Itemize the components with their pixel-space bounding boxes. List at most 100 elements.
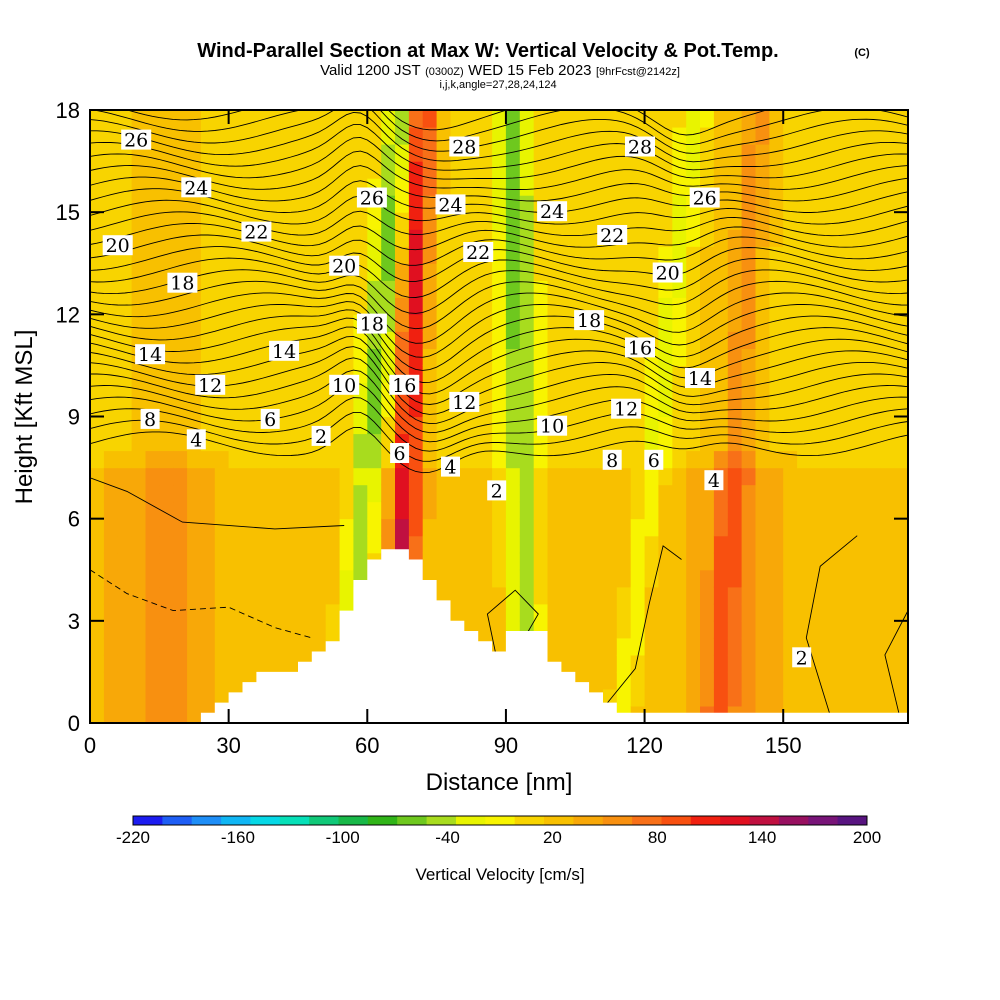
velocity-cell	[464, 263, 479, 281]
velocity-cell	[256, 348, 271, 366]
theta-contour	[90, 477, 345, 530]
velocity-cell	[103, 654, 119, 673]
velocity-cell	[894, 382, 908, 400]
velocity-cell	[519, 450, 535, 469]
velocity-cell	[242, 484, 257, 503]
velocity-cell	[797, 433, 812, 452]
velocity-cell	[284, 552, 299, 571]
velocity-cell	[894, 365, 908, 383]
contour-label: 4	[704, 470, 724, 492]
chart-title: Wind-Parallel Section at Max W: Vertical…	[197, 40, 778, 62]
colorbar-segment	[749, 816, 780, 825]
velocity-cell	[145, 688, 160, 707]
velocity-cell	[783, 603, 798, 622]
velocity-cell	[547, 331, 562, 349]
velocity-cell	[561, 569, 576, 588]
velocity-cell	[353, 110, 368, 128]
theta-contour	[90, 110, 908, 154]
velocity-cell	[519, 382, 535, 400]
velocity-cell	[589, 586, 604, 605]
velocity-cell	[131, 535, 147, 554]
contour-label-text: 14	[688, 368, 712, 390]
velocity-cell	[256, 280, 271, 298]
velocity-cell	[505, 297, 521, 315]
velocity-cell	[381, 501, 396, 520]
velocity-cell	[353, 212, 368, 230]
velocity-cell	[103, 161, 119, 179]
velocity-cell	[117, 552, 133, 571]
velocity-cell	[228, 280, 244, 298]
velocity-cell	[894, 314, 908, 332]
contour-label: 22	[463, 242, 494, 264]
velocity-cell	[145, 433, 160, 452]
velocity-cell	[755, 178, 770, 196]
velocity-cell	[700, 637, 715, 656]
velocity-cell	[478, 110, 493, 128]
velocity-cell	[311, 399, 327, 418]
velocity-cell	[727, 229, 743, 247]
velocity-cell	[852, 586, 867, 605]
velocity-cell	[214, 518, 230, 537]
velocity-cell	[228, 552, 244, 571]
velocity-cell	[686, 331, 701, 349]
velocity-cell	[533, 501, 549, 520]
velocity-cell	[852, 348, 867, 366]
velocity-cell	[810, 603, 826, 622]
velocity-cell	[159, 603, 174, 622]
colorbar-segment	[397, 816, 428, 825]
contour-label-text: 8	[606, 450, 618, 472]
velocity-cell	[700, 433, 715, 452]
contour-label-box	[574, 310, 605, 331]
velocity-cell	[214, 280, 230, 298]
velocity-cell	[797, 399, 812, 418]
velocity-cell	[630, 484, 646, 503]
contour-label: 18	[167, 272, 198, 295]
velocity-cell	[339, 552, 355, 571]
velocity-cell	[630, 195, 646, 213]
velocity-cell	[658, 195, 673, 213]
velocity-cell	[187, 637, 202, 656]
x-axis-ticks: 0 30 60 90 120 150	[84, 110, 802, 758]
velocity-cell	[783, 127, 798, 145]
colorbar-ticks: -220 -160 -100 -40 20 80 140 200	[116, 828, 881, 847]
colorbar-segment	[808, 816, 839, 825]
velocity-cell	[367, 484, 382, 503]
velocity-cell	[256, 535, 271, 554]
velocity-cell	[214, 246, 230, 264]
velocity-cell	[325, 586, 341, 605]
velocity-cell	[797, 127, 812, 145]
velocity-cell	[658, 535, 673, 554]
velocity-cell	[187, 586, 202, 605]
velocity-cell	[90, 212, 105, 230]
velocity-cell	[727, 671, 743, 690]
theta-contour	[90, 269, 908, 314]
velocity-cell	[783, 501, 798, 520]
velocity-cell	[824, 399, 840, 418]
velocity-cell	[395, 178, 410, 196]
velocity-cell	[894, 620, 908, 639]
velocity-cell	[214, 671, 230, 690]
velocity-cell	[880, 569, 895, 588]
velocity-cell	[117, 433, 133, 452]
velocity-cell	[755, 450, 770, 469]
velocity-cell	[422, 280, 438, 298]
contour-label-box	[311, 425, 331, 446]
velocity-cell	[270, 501, 285, 520]
velocity-cell	[561, 229, 576, 247]
copyright-mark: (C)	[854, 47, 870, 59]
velocity-cell	[298, 433, 313, 452]
velocity-cell	[214, 297, 230, 315]
velocity-cell	[145, 280, 160, 298]
contour-label-text: 2	[491, 480, 503, 502]
velocity-cell	[90, 637, 105, 656]
velocity-cell	[880, 263, 895, 281]
velocity-cell	[90, 110, 105, 128]
contour-label-box	[329, 255, 360, 276]
velocity-cell	[173, 501, 188, 520]
contour-label: 16	[625, 337, 655, 359]
contour-label-box	[356, 187, 387, 208]
contour-label: 12	[611, 398, 642, 421]
velocity-cell	[755, 501, 770, 520]
velocity-cell	[644, 382, 660, 400]
velocity-cell	[505, 467, 521, 486]
